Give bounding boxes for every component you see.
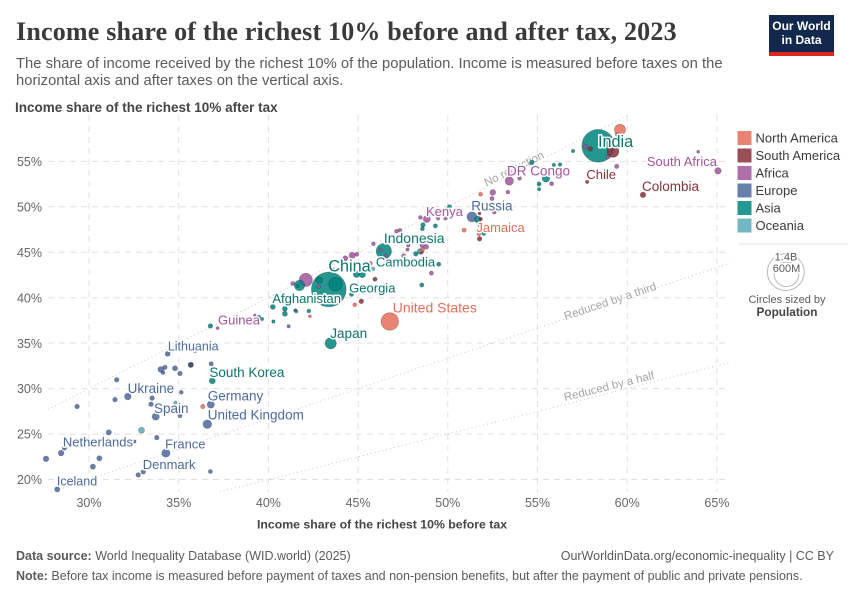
svg-text:Iceland: Iceland xyxy=(57,475,97,489)
svg-text:DR Congo: DR Congo xyxy=(507,163,570,178)
svg-text:Kenya: Kenya xyxy=(426,204,464,219)
svg-text:Cambodia: Cambodia xyxy=(376,255,436,270)
svg-text:United States: United States xyxy=(393,300,477,316)
svg-text:Japan: Japan xyxy=(330,326,367,341)
svg-text:55%: 55% xyxy=(525,496,550,510)
svg-text:45%: 45% xyxy=(17,246,42,260)
svg-text:50%: 50% xyxy=(17,200,42,214)
svg-text:Lithuania: Lithuania xyxy=(168,339,219,353)
svg-text:Indonesia: Indonesia xyxy=(384,230,445,246)
svg-text:Income share of the richest 10: Income share of the richest 10% after ta… xyxy=(15,100,278,115)
svg-text:20%: 20% xyxy=(17,473,42,487)
svg-text:France: France xyxy=(165,437,205,452)
svg-text:Income share of the richest 10: Income share of the richest 10% before t… xyxy=(257,518,507,532)
svg-text:25%: 25% xyxy=(17,428,42,442)
svg-text:North America: North America xyxy=(756,131,839,146)
svg-text:India: India xyxy=(598,133,633,151)
svg-text:40%: 40% xyxy=(256,496,281,510)
svg-text:Reduced by a third: Reduced by a third xyxy=(563,281,658,323)
svg-text:Georgia: Georgia xyxy=(349,281,396,296)
svg-text:Colombia: Colombia xyxy=(642,179,700,194)
svg-text:Jamaica: Jamaica xyxy=(476,220,525,235)
svg-text:South Africa: South Africa xyxy=(647,154,718,169)
svg-text:35%: 35% xyxy=(166,496,191,510)
svg-text:Population: Population xyxy=(757,305,818,319)
svg-text:Europe: Europe xyxy=(756,183,798,198)
svg-text:30%: 30% xyxy=(17,382,42,396)
svg-text:Spain: Spain xyxy=(154,401,189,416)
svg-text:South America: South America xyxy=(756,148,841,163)
svg-text:Circles sized by: Circles sized by xyxy=(748,294,826,306)
svg-text:South Korea: South Korea xyxy=(209,365,285,380)
svg-text:Reduced by a half: Reduced by a half xyxy=(563,370,657,404)
svg-text:55%: 55% xyxy=(17,155,42,169)
svg-text:60%: 60% xyxy=(615,496,640,510)
svg-text:Oceania: Oceania xyxy=(756,218,805,233)
svg-text:Russia: Russia xyxy=(471,199,513,214)
svg-text:Asia: Asia xyxy=(756,201,782,216)
svg-text:China: China xyxy=(328,258,370,276)
svg-text:Chile: Chile xyxy=(586,167,616,182)
svg-text:600M: 600M xyxy=(773,263,801,275)
svg-text:Afghanistan: Afghanistan xyxy=(272,291,341,306)
svg-text:35%: 35% xyxy=(17,337,42,351)
svg-text:United Kingdom: United Kingdom xyxy=(208,407,304,422)
svg-text:Ukraine: Ukraine xyxy=(128,381,175,396)
svg-text:50%: 50% xyxy=(435,496,460,510)
svg-text:Germany: Germany xyxy=(208,389,264,404)
svg-text:65%: 65% xyxy=(704,496,729,510)
svg-text:Africa: Africa xyxy=(756,166,790,181)
svg-text:1.4B: 1.4B xyxy=(775,252,798,264)
svg-text:45%: 45% xyxy=(346,496,371,510)
svg-text:30%: 30% xyxy=(76,496,101,510)
svg-text:Guinea: Guinea xyxy=(218,313,261,328)
svg-text:Netherlands: Netherlands xyxy=(63,435,134,450)
svg-text:Denmark: Denmark xyxy=(143,457,196,472)
svg-text:40%: 40% xyxy=(17,291,42,305)
